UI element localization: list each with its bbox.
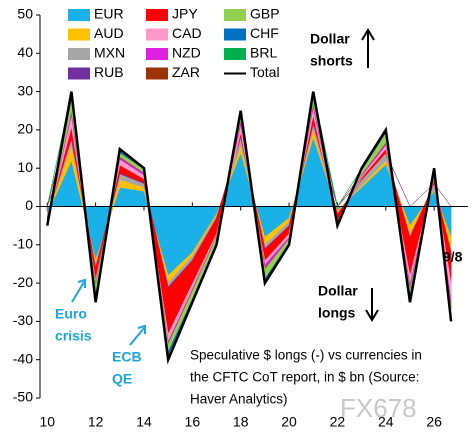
annotation: Dollar [310,31,350,47]
arrow [71,278,86,303]
legend-label: CHF [250,25,279,41]
annotation: crisis [55,328,92,344]
note: Haver Analytics) [190,392,288,407]
legend-swatch [68,28,90,41]
legend-swatch [68,9,90,21]
legend-label: BRL [250,45,277,61]
y-tick-label: -20 [13,274,33,290]
y-tick-label: 20 [17,121,33,137]
y-tick-label: -40 [13,350,33,366]
x-tick-label: 24 [378,414,394,430]
total-line [46,91,453,365]
annotation: longs [318,305,356,321]
annotation: 9/8 [443,249,463,265]
legend-swatch [224,9,246,21]
note: Speculative $ longs (-) vs currencies in [190,348,422,363]
legend-label: AUD [94,25,124,41]
legend-swatch [146,48,168,60]
annotation: shorts [310,53,353,69]
x-tick-label: 16 [185,414,201,430]
legend-swatch [146,28,168,41]
annotation: QE [112,371,132,387]
note: the CFTC CoT report, in $ bn (Source: [190,370,419,385]
legend-label: RUB [94,64,124,80]
legend-swatch [146,9,168,21]
x-tick-label: 12 [88,414,104,430]
x-tick-label: 26 [426,414,442,430]
x-tick-label: 22 [330,414,346,430]
legend-swatch [224,48,246,60]
y-tick-label: -30 [13,312,33,328]
x-tick-label: 10 [39,414,55,430]
annotation: Euro [55,306,87,322]
legend-label: NZD [172,45,201,61]
legend-swatch [68,48,90,60]
legend: EUR AUD MXN RUB JPY CAD NZD ZAR GBP CHF BRL Total [68,6,280,80]
legend-label: ZAR [172,64,200,80]
legend-label: GBP [250,6,280,22]
x-tick-label: 14 [136,414,152,430]
plot-area: -50 -40 -30 -20 -10 0 10 20 30 40 50 10 12 14 16 18 20 22… [13,6,468,430]
y-tick-label: 50 [17,6,33,22]
legend-swatch [224,28,246,41]
y-tick-label: -50 [13,389,33,405]
y-tick-label: -10 [13,236,33,252]
x-tick-label: 20 [281,414,297,430]
annotation: ECB [112,349,142,365]
legend-label: CAD [172,25,202,41]
legend-swatch [146,67,168,80]
watermark: FX678 [340,393,417,423]
arrow [365,288,379,322]
legend-swatch [68,67,90,80]
y-tick-label: 30 [17,82,33,98]
legend-label: MXN [94,45,125,61]
legend-label: EUR [94,6,124,22]
arrow [361,28,375,68]
y-tick-label: 40 [17,44,33,60]
annotation: Dollar [318,283,358,299]
legend-label: JPY [172,6,198,22]
y-tick-label: 0 [25,197,33,213]
y-tick-label: 10 [17,159,33,175]
legend-label: Total [250,64,280,80]
arrow [129,324,146,346]
x-tick-label: 18 [233,414,249,430]
